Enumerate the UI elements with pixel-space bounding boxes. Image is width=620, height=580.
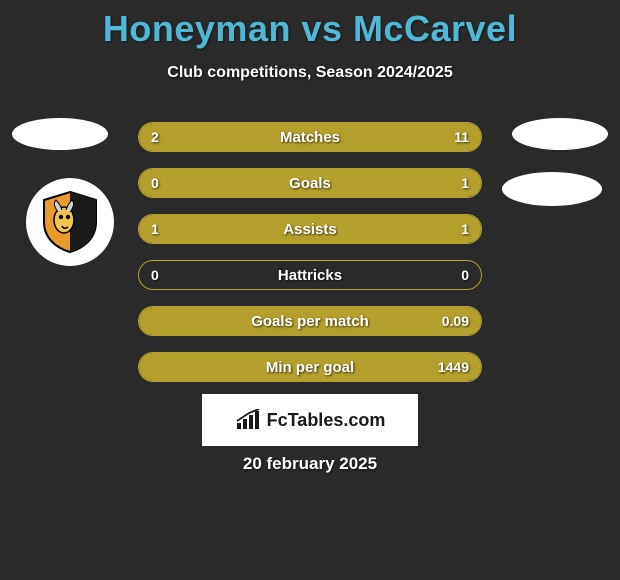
date-line: 20 february 2025	[0, 454, 620, 474]
stat-row-goals-per-match: Goals per match 0.09	[138, 306, 482, 336]
player-left-avatar	[12, 118, 108, 150]
stat-right-value: 1	[461, 169, 469, 197]
club-logo-icon	[38, 190, 102, 254]
stat-label: Assists	[139, 215, 481, 243]
player-right-avatar	[512, 118, 608, 150]
subtitle: Club competitions, Season 2024/2025	[0, 64, 620, 82]
stats-bars: 2 Matches 11 0 Goals 1 1 Assists 1 0 Hat…	[138, 122, 482, 398]
stat-label: Matches	[139, 123, 481, 151]
stat-row-assists: 1 Assists 1	[138, 214, 482, 244]
stat-right-value: 0.09	[442, 307, 469, 335]
stat-row-min-per-goal: Min per goal 1449	[138, 352, 482, 382]
brand-box[interactable]: FcTables.com	[202, 394, 418, 446]
stat-row-goals: 0 Goals 1	[138, 168, 482, 198]
brand-text: FcTables.com	[267, 410, 386, 431]
brand-chart-icon	[235, 409, 261, 431]
stat-right-value: 11	[454, 123, 469, 151]
stat-right-value: 1449	[438, 353, 469, 381]
club-left-badge	[26, 178, 114, 266]
stat-label: Goals	[139, 169, 481, 197]
stat-row-hattricks: 0 Hattricks 0	[138, 260, 482, 290]
stat-right-value: 0	[461, 261, 469, 289]
stat-label: Hattricks	[139, 261, 481, 289]
club-right-badge	[502, 172, 602, 206]
stat-label: Goals per match	[139, 307, 481, 335]
stat-right-value: 1	[461, 215, 469, 243]
stat-label: Min per goal	[139, 353, 481, 381]
page-title: Honeyman vs McCarvel	[0, 0, 620, 50]
stat-row-matches: 2 Matches 11	[138, 122, 482, 152]
